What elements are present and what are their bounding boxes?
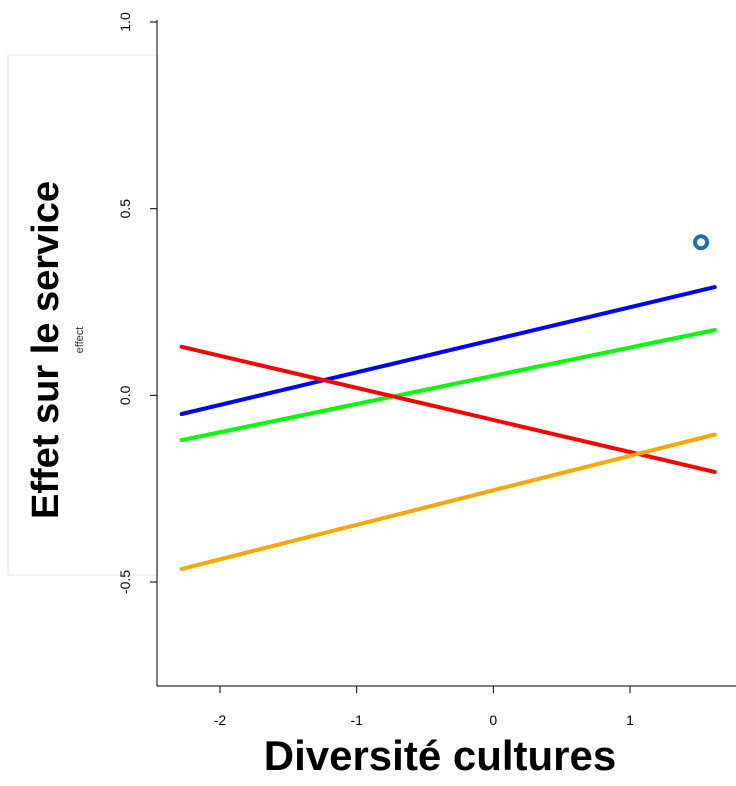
ylabel: Effet sur le service [25, 181, 67, 519]
series-line-3 [179, 432, 717, 571]
series-lines [179, 285, 717, 571]
xlabel: Diversité cultures [264, 732, 617, 779]
series-line-0 [179, 285, 717, 416]
y-tick-label: 0.0 [117, 385, 133, 405]
ylabel-box [7, 54, 159, 576]
x-tick-label: 0 [489, 712, 497, 728]
x-tick-label: 1 [626, 712, 634, 728]
x-ticks: -2 -1 0 1 [214, 686, 634, 728]
y-tick-label: -0.5 [117, 570, 133, 594]
ylabel-small: effect [74, 327, 86, 354]
y-tick-label: 1.0 [117, 12, 133, 32]
data-point [693, 234, 710, 251]
x-tick-label: -1 [350, 712, 363, 728]
series-line-2 [179, 344, 717, 474]
y-ticks: -0.5 0.0 0.5 1.0 [117, 12, 157, 594]
plot-border [156, 20, 736, 687]
series-line-1 [179, 328, 717, 443]
x-tick-label: -2 [214, 712, 227, 728]
y-tick-label: 0.5 [117, 199, 133, 219]
points [693, 234, 710, 251]
